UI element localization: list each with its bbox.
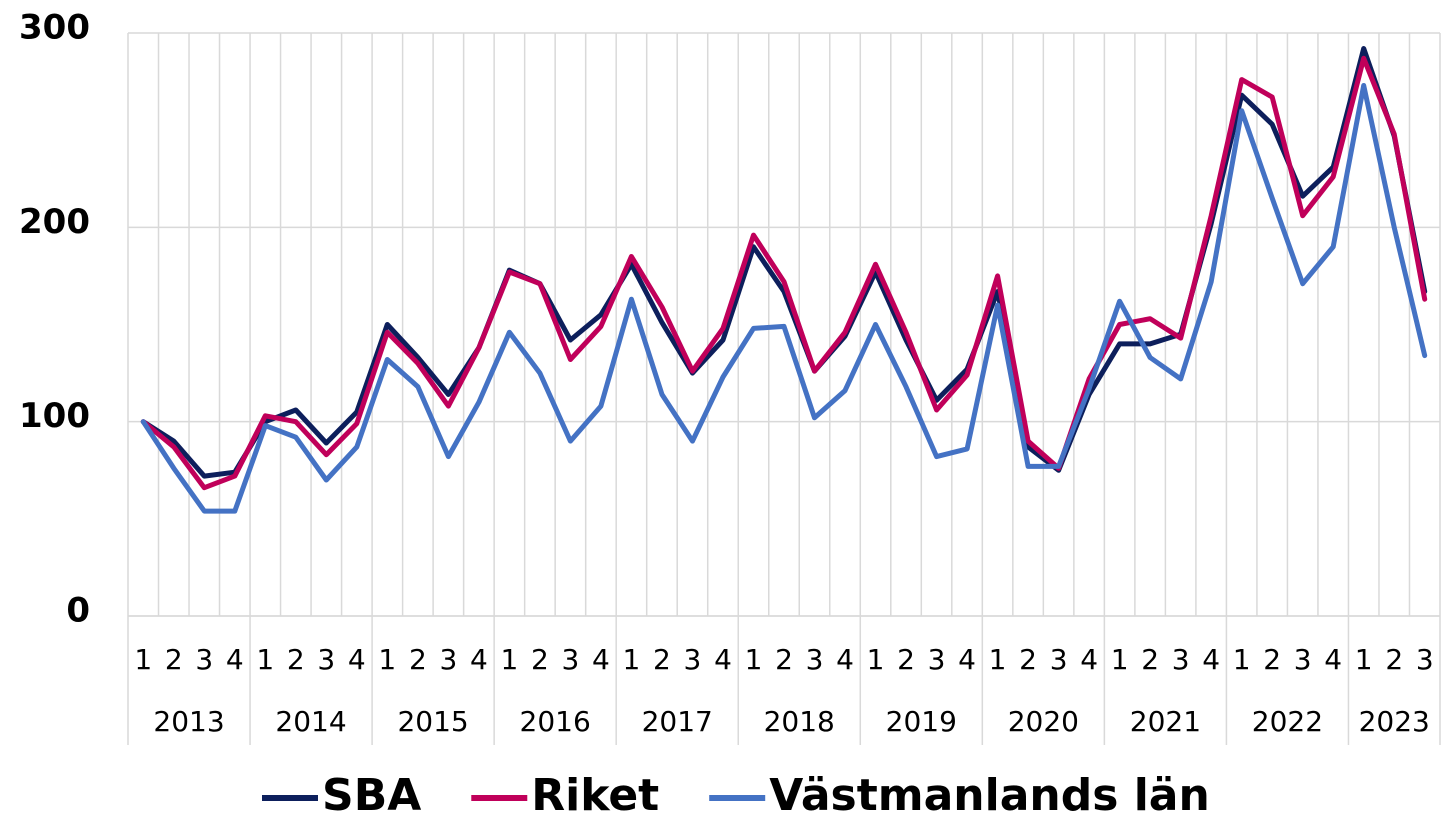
y-tick-label: 100 <box>19 396 90 436</box>
x-tick-label: 3 <box>562 643 580 676</box>
x-tick-label: 2 <box>287 643 305 676</box>
x-tick-label: 3 <box>928 643 946 676</box>
x-tick-label: 2 <box>531 643 549 676</box>
group-label: 2013 <box>153 705 224 738</box>
x-tick-label: 1 <box>256 643 274 676</box>
x-tick-label: 3 <box>1416 643 1434 676</box>
legend-label: Västmanlands län <box>769 770 1210 818</box>
x-tick-label: 4 <box>1202 643 1220 676</box>
x-tick-label: 3 <box>1172 643 1190 676</box>
group-label: 2021 <box>1130 705 1201 738</box>
group-label: 2014 <box>275 705 346 738</box>
x-tick-label: 1 <box>1355 643 1373 676</box>
x-tick-label: 3 <box>1294 643 1312 676</box>
x-tick-label: 2 <box>165 643 183 676</box>
x-tick-label: 1 <box>134 643 152 676</box>
x-tick-label: 1 <box>1233 643 1251 676</box>
x-tick-label: 4 <box>592 643 610 676</box>
x-tick-label: 3 <box>1050 643 1068 676</box>
x-tick-label: 2 <box>1141 643 1159 676</box>
series-line <box>140 83 1428 514</box>
series-line <box>140 55 1428 491</box>
x-tick-label: 2 <box>1385 643 1403 676</box>
x-tick-label: 4 <box>348 643 366 676</box>
x-tick-label: 2 <box>897 643 915 676</box>
x-tick-label: 2 <box>1263 643 1281 676</box>
group-label: 2019 <box>886 705 957 738</box>
x-tick-label: 3 <box>317 643 335 676</box>
group-label: 2017 <box>642 705 713 738</box>
group-label: 2016 <box>520 705 591 738</box>
group-label: 2015 <box>397 705 468 738</box>
x-tick-label: 1 <box>500 643 518 676</box>
x-tick-label: 1 <box>745 643 763 676</box>
y-tick-label: 300 <box>19 8 90 48</box>
group-label: 2023 <box>1359 705 1430 738</box>
group-label: 2020 <box>1008 705 1079 738</box>
x-tick-label: 2 <box>1019 643 1037 676</box>
x-tick-label: 1 <box>867 643 885 676</box>
x-tick-label: 4 <box>1080 643 1098 676</box>
legend-label: Riket <box>531 770 659 818</box>
group-label: 2018 <box>764 705 835 738</box>
x-tick-label: 3 <box>439 643 457 676</box>
x-tick-label: 4 <box>1324 643 1342 676</box>
x-tick-label: 1 <box>989 643 1007 676</box>
x-tick-label: 1 <box>1111 643 1129 676</box>
x-tick-label: 2 <box>653 643 671 676</box>
y-tick-label: 0 <box>66 591 90 631</box>
legend-label: SBA <box>322 770 421 818</box>
group-label: 2022 <box>1252 705 1323 738</box>
x-tick-label: 2 <box>409 643 427 676</box>
x-tick-label: 1 <box>623 643 641 676</box>
x-tick-label: 4 <box>714 643 732 676</box>
x-tick-label: 2 <box>775 643 793 676</box>
x-tick-label: 3 <box>195 643 213 676</box>
x-tick-label: 1 <box>378 643 396 676</box>
x-tick-label: 3 <box>806 643 824 676</box>
x-tick-label: 3 <box>684 643 702 676</box>
x-tick-label: 4 <box>226 643 244 676</box>
x-tick-label: 4 <box>836 643 854 676</box>
x-tick-label: 4 <box>958 643 976 676</box>
x-tick-label: 4 <box>470 643 488 676</box>
y-tick-label: 200 <box>19 202 90 242</box>
